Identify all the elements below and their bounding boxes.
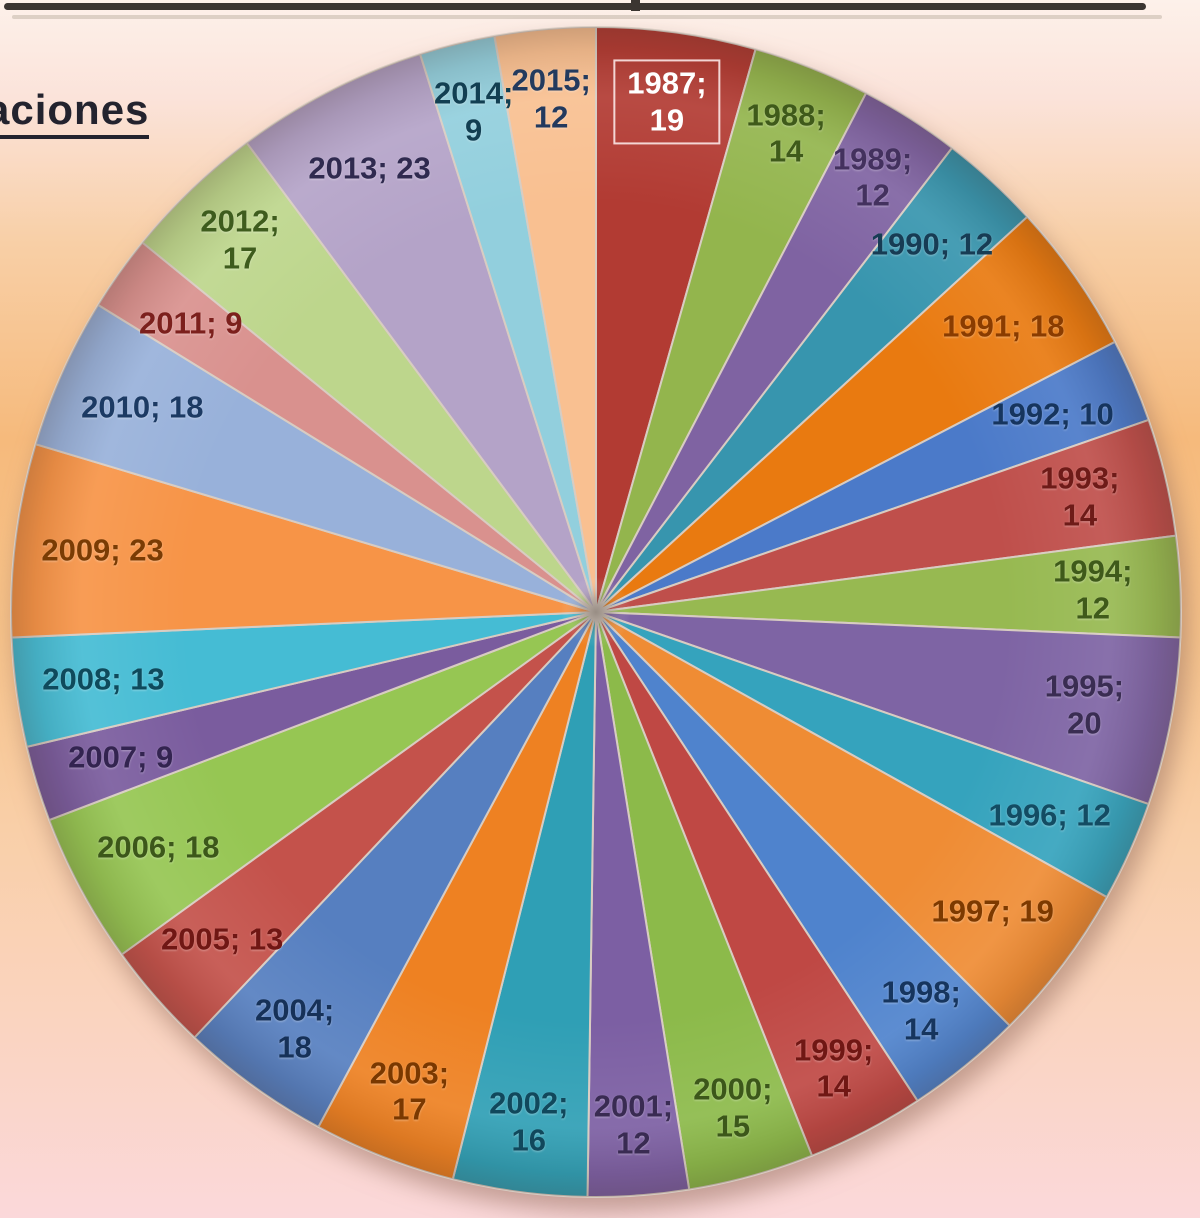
cropped-text-fragment: [631, 0, 640, 11]
title-frame-shadow-line: [12, 15, 1162, 19]
title-frame-line: [4, 3, 1146, 10]
